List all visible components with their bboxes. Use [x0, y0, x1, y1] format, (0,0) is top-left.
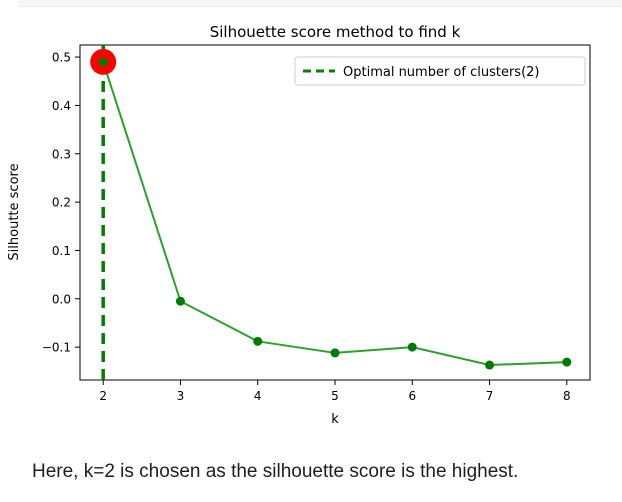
- data-point: [562, 357, 572, 367]
- previous-cell-strip: [18, 0, 622, 7]
- x-tick-label: 5: [331, 389, 339, 403]
- x-axis-label: k: [331, 412, 339, 427]
- x-tick-label: 8: [563, 389, 571, 403]
- data-point: [407, 342, 417, 352]
- silhouette-chart: Silhouette score method to find k 0.5 0.4…: [7, 23, 591, 427]
- y-tick-label: 0.2: [52, 196, 71, 210]
- x-axis-ticks: 2 3 4 5 6 7 8: [99, 380, 571, 403]
- plot-area: [79, 44, 591, 381]
- data-point: [253, 336, 263, 346]
- x-tick-label: 6: [408, 389, 416, 403]
- plot-marks: [90, 45, 572, 380]
- legend-frame: [294, 56, 586, 86]
- data-point: [330, 348, 340, 358]
- y-tick-label: 0.4: [52, 99, 71, 113]
- x-tick-label: 3: [177, 389, 185, 403]
- data-point: [485, 360, 495, 370]
- data-point: [98, 57, 108, 67]
- chart-title: Silhouette score method to find k: [210, 23, 461, 41]
- x-tick-label: 4: [254, 389, 262, 403]
- y-tick-label: 0.0: [52, 292, 71, 306]
- y-tick-label: −0.1: [42, 341, 71, 355]
- legend-label: Optimal number of clusters(2): [343, 65, 540, 80]
- caption-text: Here, k=2 is chosen as the silhouette sc…: [32, 461, 519, 482]
- y-tick-label: 0.1: [52, 244, 71, 258]
- data-point: [175, 296, 185, 306]
- y-axis-ticks: 0.5 0.4 0.3 0.2 0.1 0.0 −0.1: [42, 51, 80, 355]
- x-tick-label: 2: [99, 389, 107, 403]
- x-tick-label: 7: [486, 389, 494, 403]
- y-tick-label: 0.3: [52, 147, 71, 161]
- y-axis-label: Silhoutte score: [7, 163, 22, 260]
- y-tick-label: 0.5: [52, 51, 71, 65]
- legend: Optimal number of clusters(2): [294, 56, 586, 86]
